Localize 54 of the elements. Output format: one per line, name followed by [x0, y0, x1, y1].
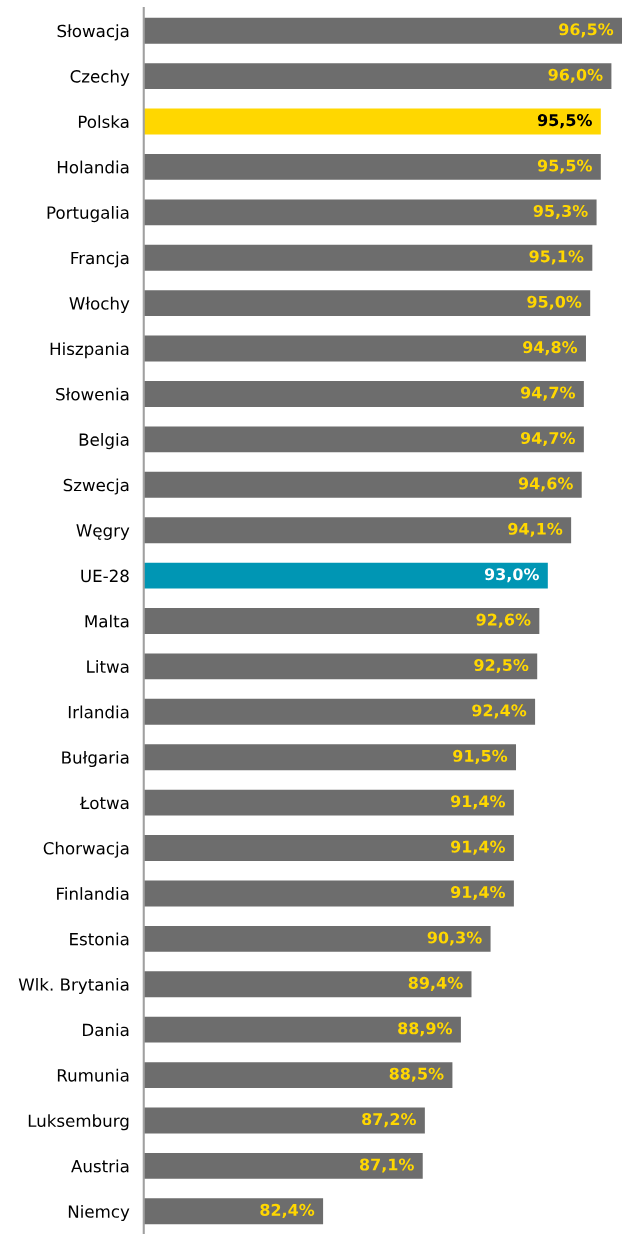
- data-label: 95,1%: [529, 250, 584, 265]
- y-tick-label: Dania: [83, 1023, 129, 1037]
- y-tick-label: Chorwacja: [43, 841, 129, 858]
- y-tick-label: Hiszpania: [50, 342, 129, 359]
- y-tick-label: Malta: [85, 614, 129, 628]
- y-tick-label: Polska: [78, 115, 129, 129]
- y-tick-label: Holandia: [57, 160, 129, 174]
- y-tick-label: UE-28: [81, 569, 129, 583]
- y-tick-label: Austria: [71, 1159, 129, 1173]
- data-label: 88,5%: [389, 1067, 444, 1082]
- y-tick-label: Włochy: [69, 296, 130, 313]
- data-label: 93,0%: [484, 568, 539, 583]
- data-label: 95,0%: [527, 295, 582, 310]
- data-label: 95,5%: [537, 114, 592, 129]
- y-tick-label: Szwecja: [63, 478, 129, 495]
- y-tick-label: Węgry: [76, 524, 130, 540]
- y-tick-label: Bułgaria: [62, 750, 129, 768]
- data-label: 91,5%: [453, 749, 508, 764]
- y-tick-label: Finlandia: [57, 887, 129, 901]
- data-label: 82,4%: [260, 1203, 315, 1218]
- y-tick-label: Luksemburg: [28, 1114, 129, 1131]
- data-label: 96,5%: [559, 23, 614, 38]
- y-tick-label: Litwa: [87, 660, 129, 673]
- data-label: 94,7%: [520, 431, 576, 447]
- data-label: 95,3%: [533, 204, 588, 220]
- data-label: 91,4%: [450, 840, 506, 855]
- data-label: 89,4%: [408, 976, 463, 991]
- y-tick-label: Portugalia: [47, 206, 129, 223]
- data-label: 88,9%: [398, 1022, 453, 1037]
- data-label: 94,8%: [523, 341, 578, 356]
- y-tick-label: Estonia: [70, 932, 129, 946]
- data-label: 92,6%: [476, 613, 531, 628]
- y-tick-label: Słowenia: [56, 387, 129, 401]
- y-tick-label: Czechy: [70, 69, 130, 86]
- y-tick-label: Wlk. Brytania: [18, 977, 129, 995]
- data-label: 91,4%: [450, 886, 506, 901]
- y-tick-label: Belgia: [79, 433, 129, 450]
- data-label: 87,2%: [362, 1113, 417, 1128]
- data-label: 95,5%: [537, 159, 592, 174]
- y-tick-label: Słowacja: [57, 24, 129, 41]
- y-tick-label: Rumunia: [57, 1068, 129, 1082]
- data-label: 92,4%: [472, 704, 527, 719]
- y-tick-label: Łotwa: [79, 796, 129, 810]
- data-label: 87,1%: [359, 1158, 414, 1173]
- data-label: 90,3%: [427, 931, 482, 946]
- data-label: 94,1%: [508, 522, 563, 537]
- data-label: 92,5%: [474, 658, 529, 674]
- data-label: 91,4%: [450, 795, 506, 810]
- y-tick-label: Niemcy: [68, 1204, 130, 1222]
- data-label: 96,0%: [548, 68, 603, 83]
- y-tick-label: Francja: [71, 251, 129, 268]
- y-tick-label: Irlandia: [68, 705, 129, 719]
- data-label: 94,6%: [518, 477, 573, 492]
- data-label: 94,7%: [520, 386, 576, 401]
